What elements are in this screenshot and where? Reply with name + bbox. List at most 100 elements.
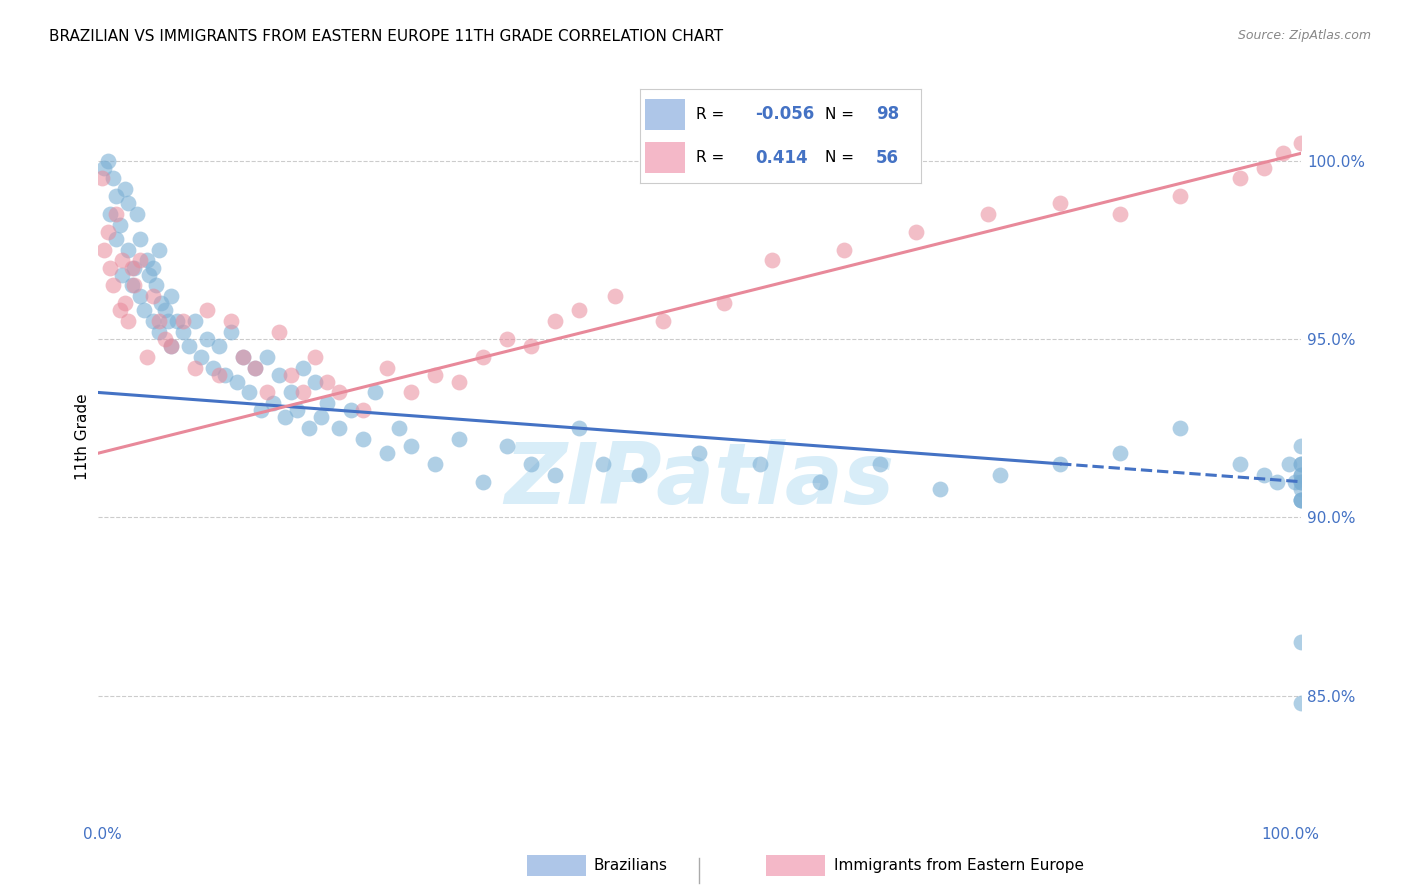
Point	[141, 289, 163, 303]
Point	[232, 350, 254, 364]
Point	[93, 161, 115, 175]
Point	[124, 278, 146, 293]
Point	[496, 439, 519, 453]
Point	[124, 260, 146, 275]
Text: R =: R =	[696, 150, 724, 165]
Point	[195, 332, 218, 346]
Point	[121, 278, 143, 293]
Point	[340, 403, 363, 417]
Point	[172, 314, 194, 328]
Point	[262, 396, 284, 410]
Point	[267, 368, 290, 382]
Point	[285, 403, 308, 417]
Point	[1289, 467, 1312, 482]
Point	[183, 314, 205, 328]
Point	[256, 350, 278, 364]
Point	[808, 475, 831, 489]
Point	[352, 432, 374, 446]
Point	[315, 396, 337, 410]
Point	[238, 385, 260, 400]
Point	[977, 207, 1000, 221]
Point	[1289, 475, 1312, 489]
Point	[1229, 457, 1251, 471]
Point	[748, 457, 770, 471]
Point	[761, 253, 783, 268]
Point	[105, 207, 128, 221]
FancyBboxPatch shape	[645, 142, 685, 173]
Point	[375, 446, 398, 460]
Point	[496, 332, 519, 346]
Point	[97, 225, 120, 239]
Point	[141, 314, 163, 328]
Point	[280, 368, 302, 382]
Point	[274, 410, 297, 425]
Point	[225, 375, 247, 389]
Point	[172, 325, 194, 339]
Point	[832, 243, 855, 257]
Point	[105, 232, 128, 246]
Point	[114, 296, 136, 310]
Point	[249, 403, 271, 417]
Point	[472, 475, 495, 489]
Text: 56: 56	[876, 149, 898, 167]
Point	[447, 432, 470, 446]
Point	[1170, 421, 1192, 435]
Point	[304, 375, 326, 389]
Text: -0.056: -0.056	[755, 105, 814, 123]
Point	[352, 403, 374, 417]
Point	[208, 368, 231, 382]
Text: N =: N =	[825, 106, 855, 121]
Point	[568, 421, 591, 435]
Point	[1253, 467, 1275, 482]
Point	[97, 153, 120, 168]
Point	[117, 314, 139, 328]
Point	[135, 350, 157, 364]
Point	[153, 332, 176, 346]
Point	[592, 457, 614, 471]
Point	[423, 368, 446, 382]
Point	[1289, 457, 1312, 471]
Point	[328, 385, 350, 400]
Point	[1289, 696, 1312, 710]
Point	[243, 360, 266, 375]
Point	[364, 385, 387, 400]
Point	[304, 350, 326, 364]
Y-axis label: 11th Grade: 11th Grade	[75, 393, 90, 481]
Point	[1265, 475, 1288, 489]
Point	[291, 385, 314, 400]
Point	[129, 289, 152, 303]
Point	[1170, 189, 1192, 203]
Point	[1289, 439, 1312, 453]
Point	[117, 243, 139, 257]
Point	[108, 218, 131, 232]
Point	[1289, 136, 1312, 150]
Point	[166, 314, 188, 328]
Point	[1289, 492, 1312, 507]
Point	[652, 314, 675, 328]
Text: 100.0%: 100.0%	[1261, 827, 1320, 842]
Point	[232, 350, 254, 364]
Point	[928, 482, 950, 496]
Point	[108, 303, 131, 318]
Point	[1289, 492, 1312, 507]
Point	[101, 171, 124, 186]
Point	[315, 375, 337, 389]
Point	[148, 325, 170, 339]
Point	[114, 182, 136, 196]
Point	[1049, 457, 1071, 471]
Point	[988, 467, 1011, 482]
Text: BRAZILIAN VS IMMIGRANTS FROM EASTERN EUROPE 11TH GRADE CORRELATION CHART: BRAZILIAN VS IMMIGRANTS FROM EASTERN EUR…	[49, 29, 723, 44]
Point	[605, 289, 627, 303]
Point	[1289, 475, 1312, 489]
Point	[472, 350, 495, 364]
Point	[388, 421, 411, 435]
Point	[159, 289, 181, 303]
Text: Source: ZipAtlas.com: Source: ZipAtlas.com	[1237, 29, 1371, 42]
Point	[159, 339, 181, 353]
Point	[111, 253, 134, 268]
Point	[1049, 196, 1071, 211]
Point	[135, 253, 157, 268]
Point	[183, 360, 205, 375]
Text: Immigrants from Eastern Europe: Immigrants from Eastern Europe	[834, 858, 1084, 872]
Point	[423, 457, 446, 471]
